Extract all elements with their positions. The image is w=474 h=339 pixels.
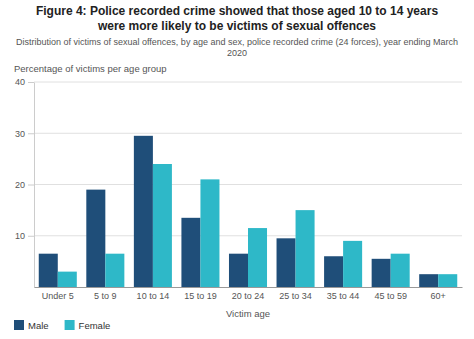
tick: 5 to 9 [94,287,117,301]
tick: 25 to 34 [279,287,312,301]
legend-swatch [14,320,24,330]
bar [248,228,267,287]
legend-label: Male [28,320,49,331]
bar-series [58,164,457,287]
y-axis-title: Percentage of victims per age group [14,63,167,74]
bar [134,136,153,287]
grid-line [34,184,462,185]
tick: 45 to 59 [374,287,407,301]
bar [372,259,391,287]
bar [39,254,58,287]
tick-mark [28,185,34,186]
x-axis-title: Victim age [226,308,270,319]
tick-label: 30 [15,129,25,139]
tick-label: 15 to 19 [184,291,217,301]
bar [277,238,296,287]
tick-label: 20 to 24 [232,291,265,301]
axis-line [35,287,463,288]
bar [296,210,315,287]
tick-label: 10 to 14 [137,291,170,301]
bar [419,274,438,287]
tick: Under 5 [42,287,74,301]
y-axis: 10 20 30 40 [15,77,35,287]
tick: 20 to 24 [232,287,265,301]
chart: Figure 4: Police recorded crime showed t… [0,0,474,339]
tick-label: 20 [15,180,25,190]
tick: 10 [15,231,34,241]
bar [438,274,457,287]
legend-item: Female [65,320,111,331]
tick-label: 10 [15,231,25,241]
bar [105,254,124,287]
legend: Male Female [14,320,110,331]
tick: 15 to 19 [184,287,217,301]
bar [200,179,219,287]
text-line: Figure 4: Police recorded crime showed t… [36,4,438,18]
tick: 35 to 44 [327,287,360,301]
title: Figure 4: Police recorded crime showed t… [36,4,438,33]
axis-line [34,83,35,288]
text-line: were more likely to be victims of sexual… [97,19,376,33]
subtitle: Distribution of victims of sexual offenc… [16,37,458,58]
bar [391,254,410,287]
legend-label: Female [79,320,111,331]
bar [229,254,248,287]
tick: 40 [15,77,34,87]
legend-item: Male [14,320,49,331]
bar [324,256,343,287]
grid-line [34,82,462,83]
text-line: 2020 [227,48,247,58]
bars [39,136,457,287]
tick-mark [28,82,34,83]
bar [58,272,77,287]
tick-label: Under 5 [42,291,74,301]
tick-label: 25 to 34 [279,291,312,301]
tick-label: 60+ [431,291,446,301]
tick: 30 [15,129,34,139]
tick-label: 45 to 59 [374,291,407,301]
x-axis: Under 5 5 to 9 10 to 14 15 to 19 20 to 24 25 … [35,287,463,301]
text-line: Distribution of victims of sexual offenc… [16,37,458,47]
tick: 10 to 14 [137,287,170,301]
bar [181,218,200,287]
tick: 20 [15,180,34,190]
bar [343,241,362,287]
bar [86,190,105,287]
bar [153,164,172,287]
legend-swatch [65,320,75,330]
grid-line [34,133,462,134]
tick: 60+ [431,287,446,301]
bar-series [39,136,438,287]
tick-mark [28,236,34,237]
tick-mark [28,133,34,134]
tick-label: 40 [15,77,25,87]
tick-label: 35 to 44 [327,291,360,301]
tick-label: 5 to 9 [94,291,117,301]
